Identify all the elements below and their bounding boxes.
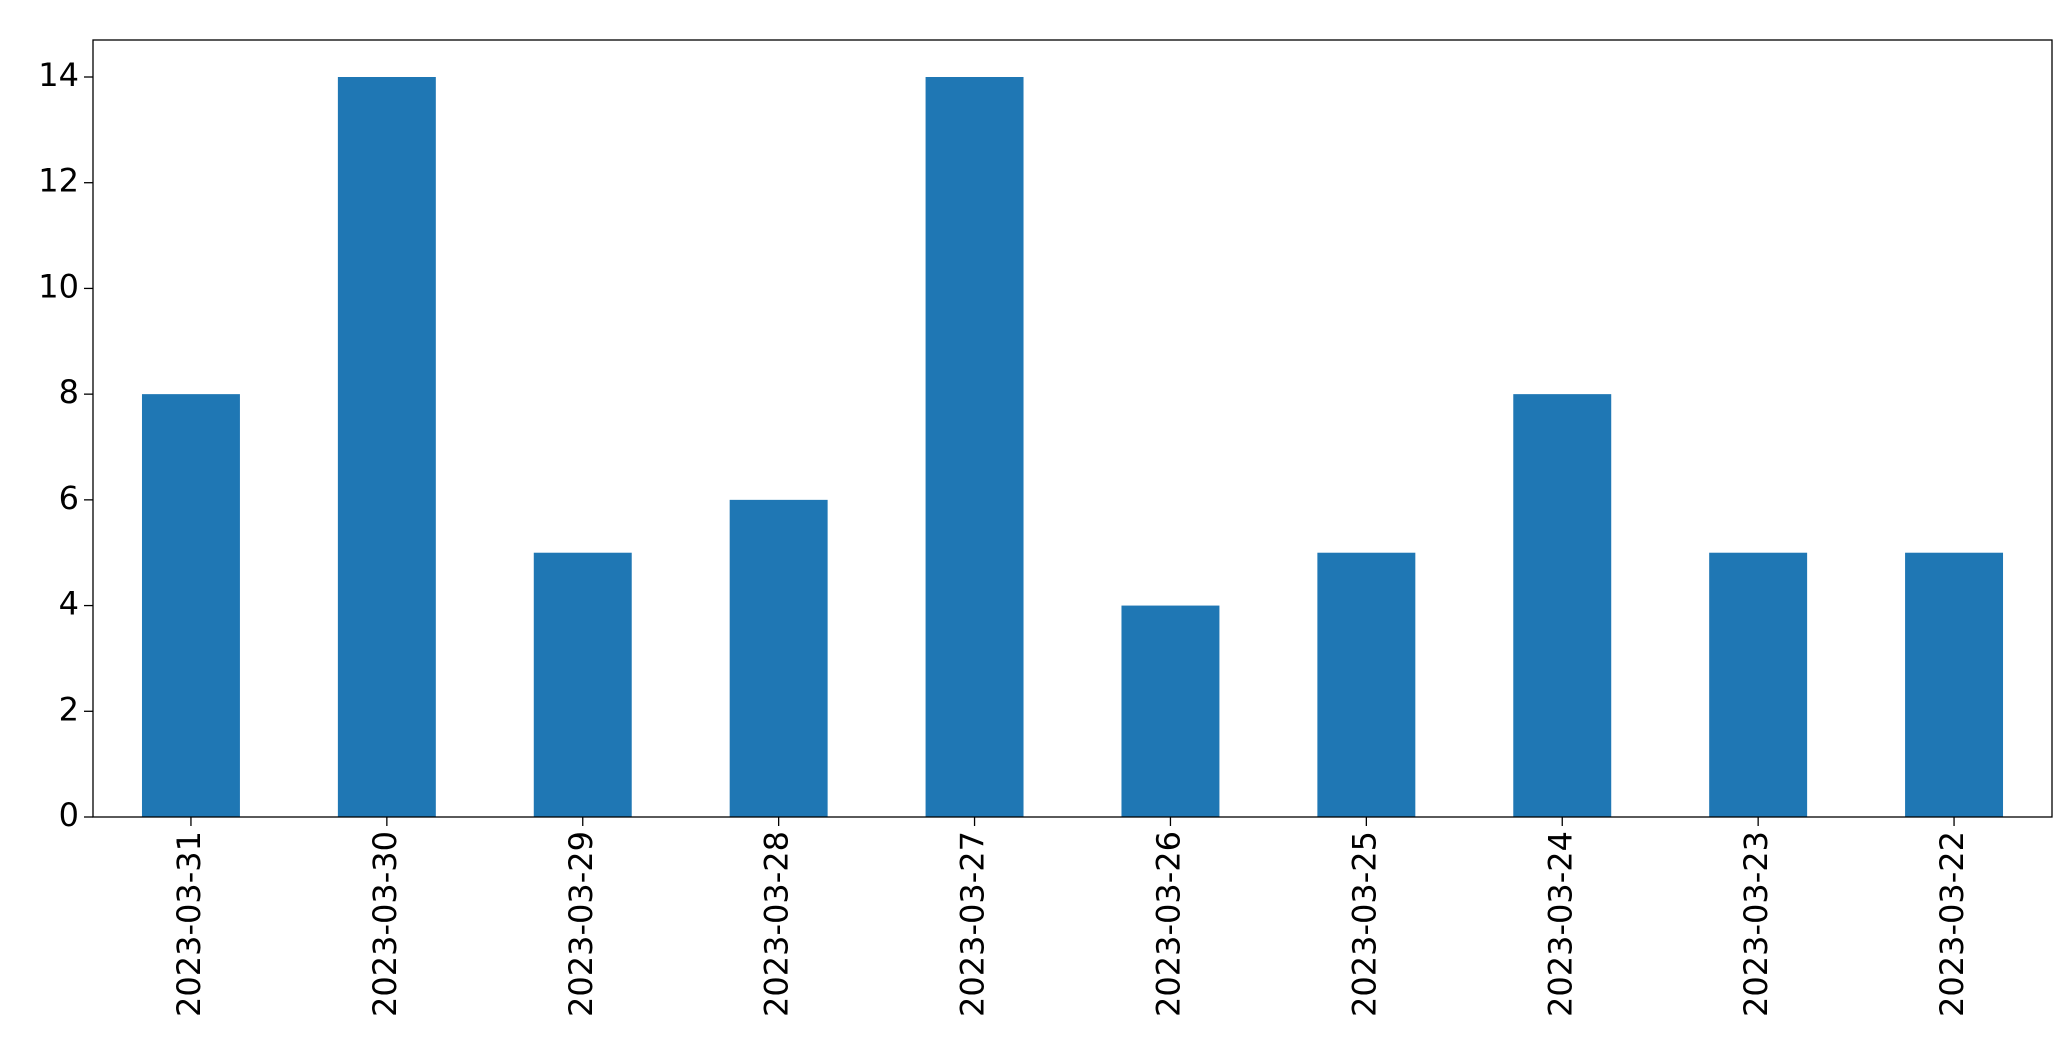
plot-frame (92, 39, 2053, 818)
y-tick-label: 10 (38, 267, 79, 305)
x-tick-label: 2023-03-26 (1149, 831, 1187, 1017)
bar (1317, 552, 1416, 817)
y-tick-label: 4 (59, 585, 79, 623)
bar (1905, 552, 2004, 817)
y-tick-label: 14 (38, 56, 79, 94)
x-tick-label: 2023-03-25 (1345, 831, 1383, 1017)
x-tick-label: 2023-03-24 (1541, 831, 1579, 1017)
bar (1709, 552, 1808, 817)
bar (533, 552, 632, 817)
y-tick-label: 2 (59, 690, 79, 728)
bar (141, 394, 240, 817)
bar (337, 77, 436, 817)
y-tick-label: 12 (38, 162, 79, 200)
x-tick-label: 2023-03-29 (562, 831, 600, 1017)
bar (925, 77, 1024, 817)
x-tick-label: 2023-03-27 (954, 831, 992, 1017)
y-tick-label: 8 (59, 373, 79, 411)
bar (729, 499, 828, 817)
x-tick-label: 2023-03-30 (366, 831, 404, 1017)
bar (1121, 605, 1220, 817)
bar (1513, 394, 1612, 817)
x-tick-label: 2023-03-28 (758, 831, 796, 1017)
x-tick-label: 2023-03-22 (1933, 831, 1971, 1017)
y-tick-label: 0 (59, 796, 79, 834)
x-tick-label: 2023-03-23 (1737, 831, 1775, 1017)
y-tick-label: 6 (59, 479, 79, 517)
x-tick-label: 2023-03-31 (170, 831, 208, 1017)
